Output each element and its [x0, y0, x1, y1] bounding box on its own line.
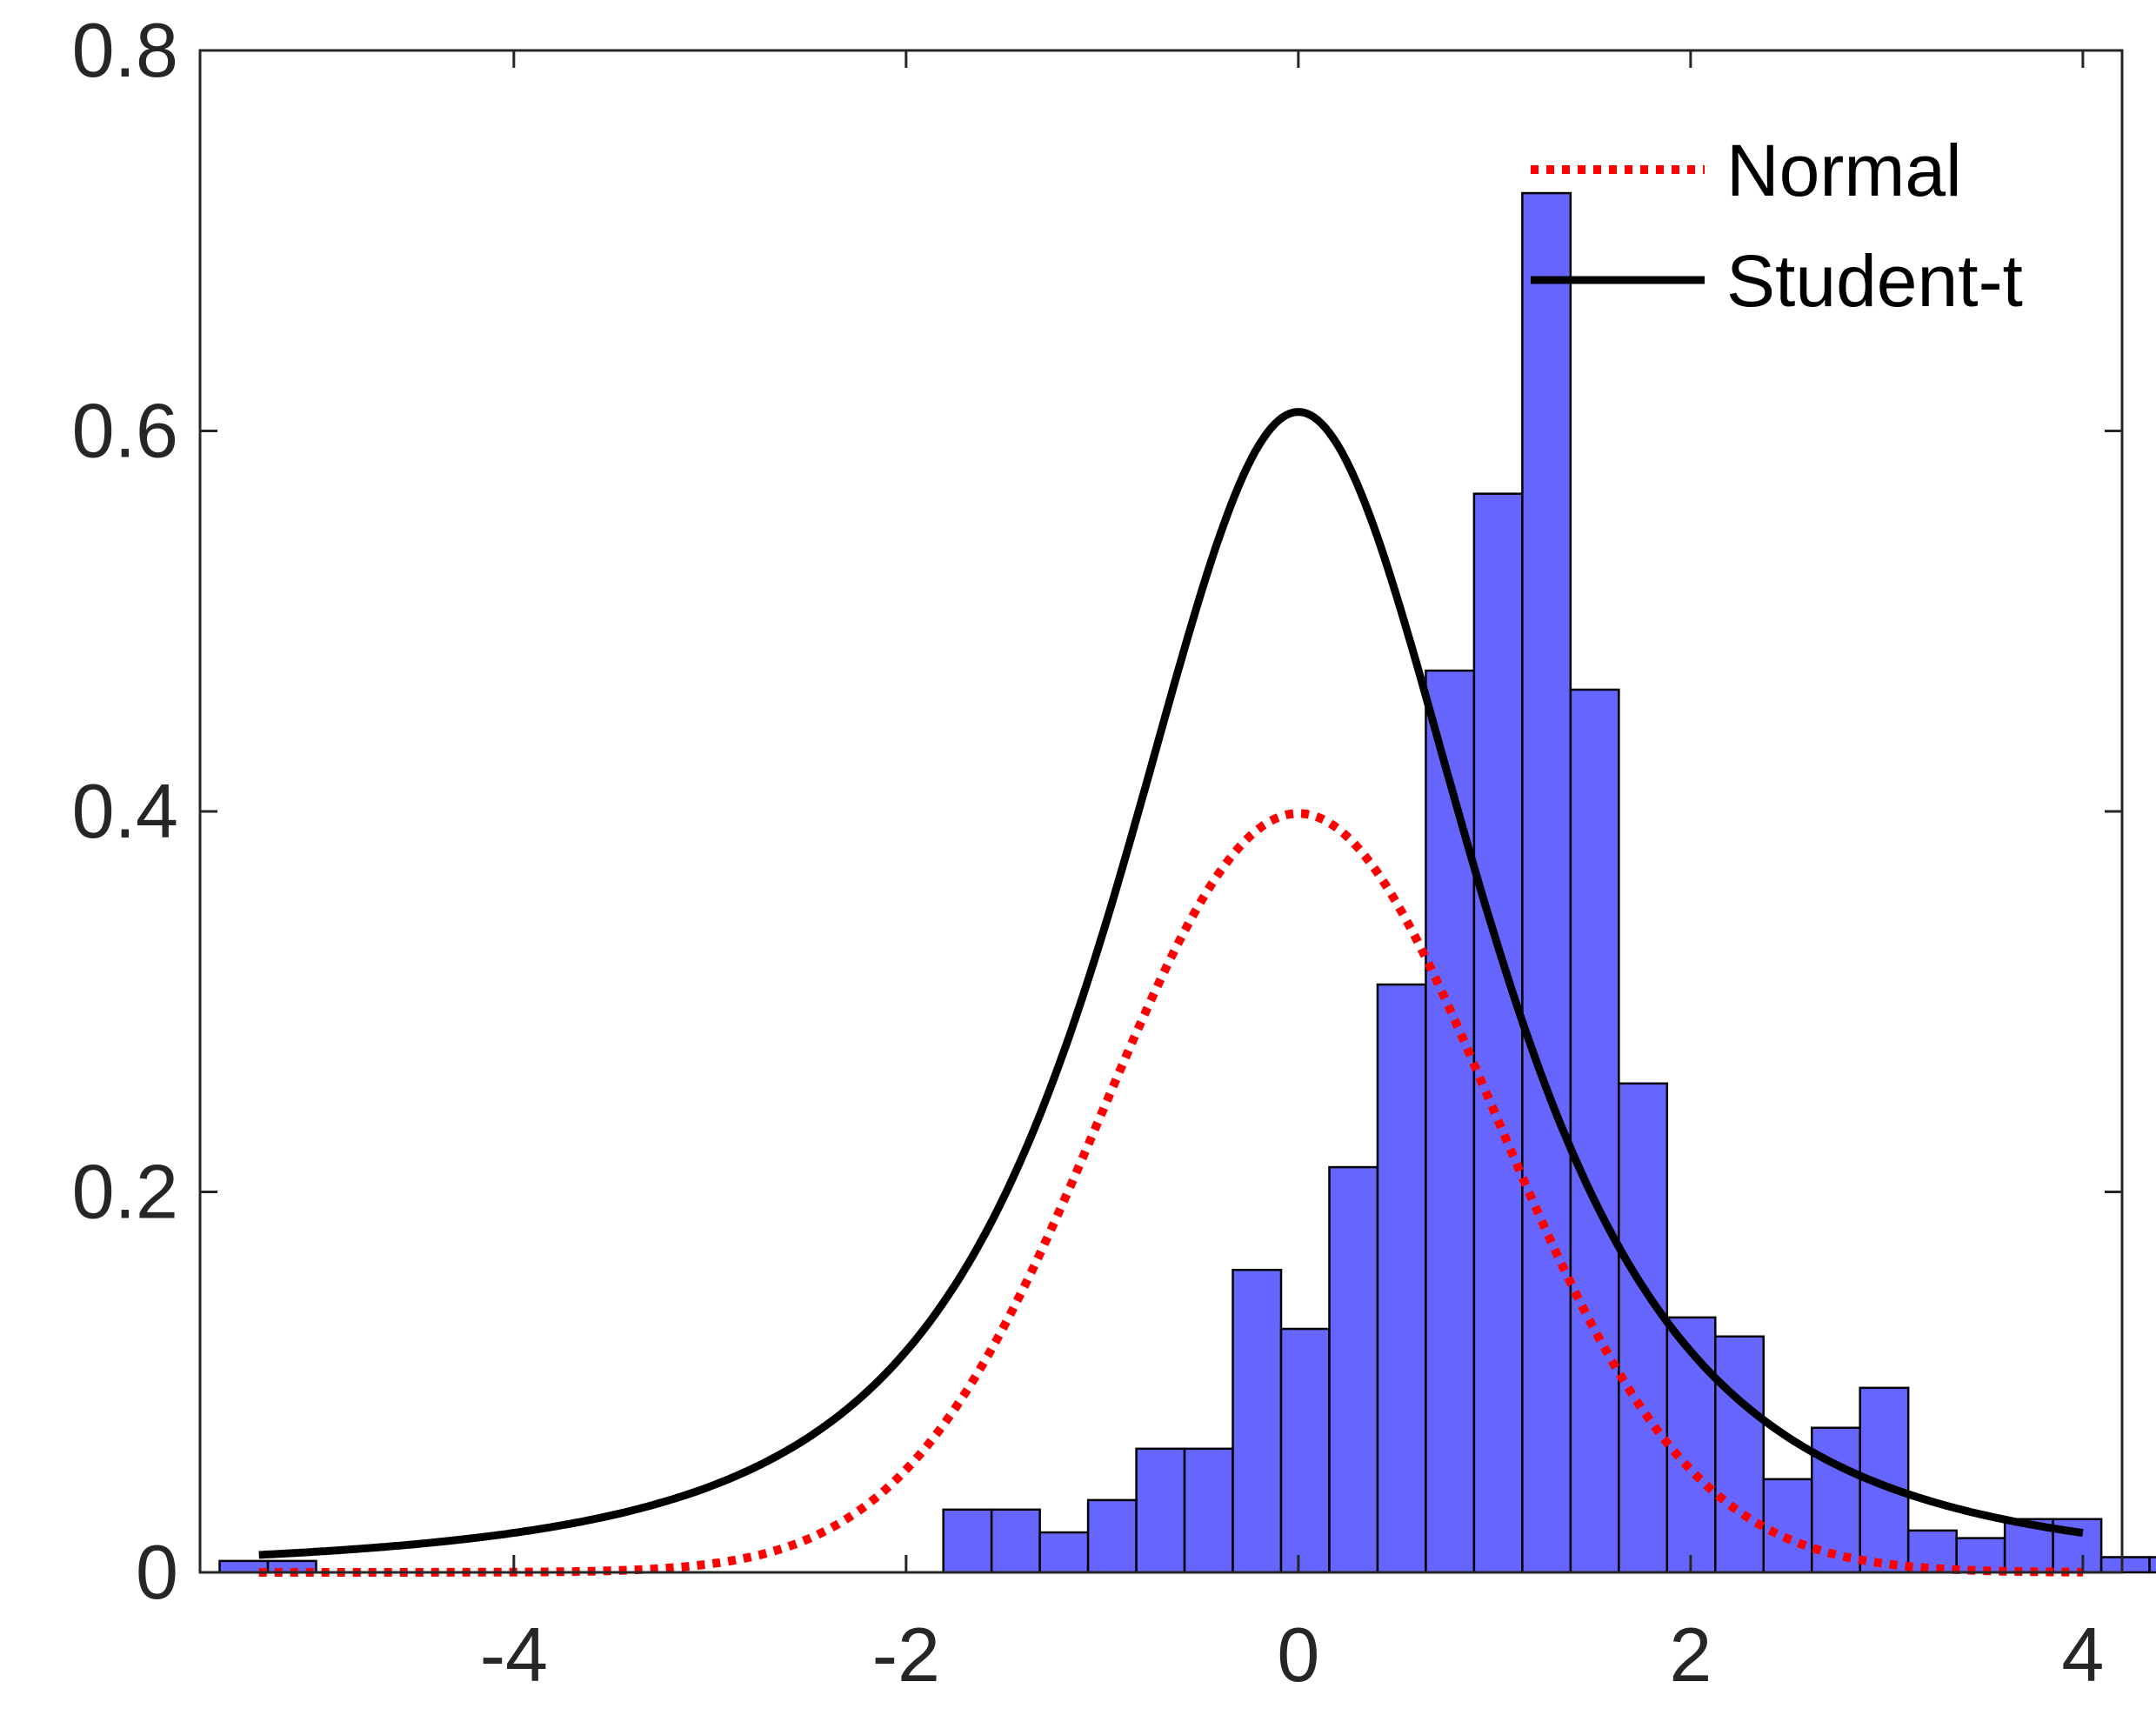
histogram-bar — [1376, 983, 1427, 1574]
histogram-bar — [1038, 1531, 1090, 1574]
legend-label: Student-t — [1726, 240, 2023, 322]
ticks: -4 -2 0 2 4 0 0.2 0.4 0.6 0.8 — [72, 7, 2122, 1698]
histogram-bar — [2099, 1556, 2151, 1574]
histogram-bar — [1472, 492, 1524, 1574]
histogram-bar — [1232, 1268, 1283, 1574]
histogram-bar — [1714, 1335, 1766, 1574]
histogram-bar — [1279, 1327, 1331, 1574]
histogram-bar — [1183, 1447, 1234, 1574]
histogram-bar — [1521, 191, 1572, 1574]
histogram-bar — [1569, 688, 1620, 1574]
x-tick-label: 0 — [1277, 1612, 1319, 1698]
histogram-bar — [1328, 1165, 1379, 1574]
histogram-bar — [1425, 669, 1476, 1574]
x-tick-label: -2 — [872, 1612, 940, 1698]
histogram-bar — [990, 1508, 1041, 1574]
histogram-bar — [1762, 1478, 1813, 1574]
y-tick-label: 0.8 — [72, 7, 178, 93]
y-tick-label: 0 — [136, 1529, 178, 1615]
y-tick-label: 0.4 — [72, 768, 178, 854]
histogram-bar — [1618, 1082, 1669, 1574]
legend-label: Normal — [1726, 130, 1962, 211]
histogram-bar — [942, 1508, 993, 1574]
x-tick-label: -4 — [480, 1612, 548, 1698]
y-tick-label: 0.6 — [72, 388, 178, 474]
histogram-bar — [1955, 1537, 2006, 1574]
student-t-curve — [258, 408, 2084, 1559]
x-tick-label: 2 — [1669, 1612, 1712, 1698]
histogram-bar — [1135, 1447, 1186, 1574]
histogram-bar — [2148, 1556, 2156, 1574]
histogram-bar — [1086, 1498, 1138, 1574]
y-tick-label: 0.2 — [72, 1149, 178, 1235]
x-tick-label: 4 — [2061, 1612, 2104, 1698]
histogram-bar — [1906, 1529, 1958, 1574]
legend: Normal Student-t — [1531, 130, 2023, 322]
